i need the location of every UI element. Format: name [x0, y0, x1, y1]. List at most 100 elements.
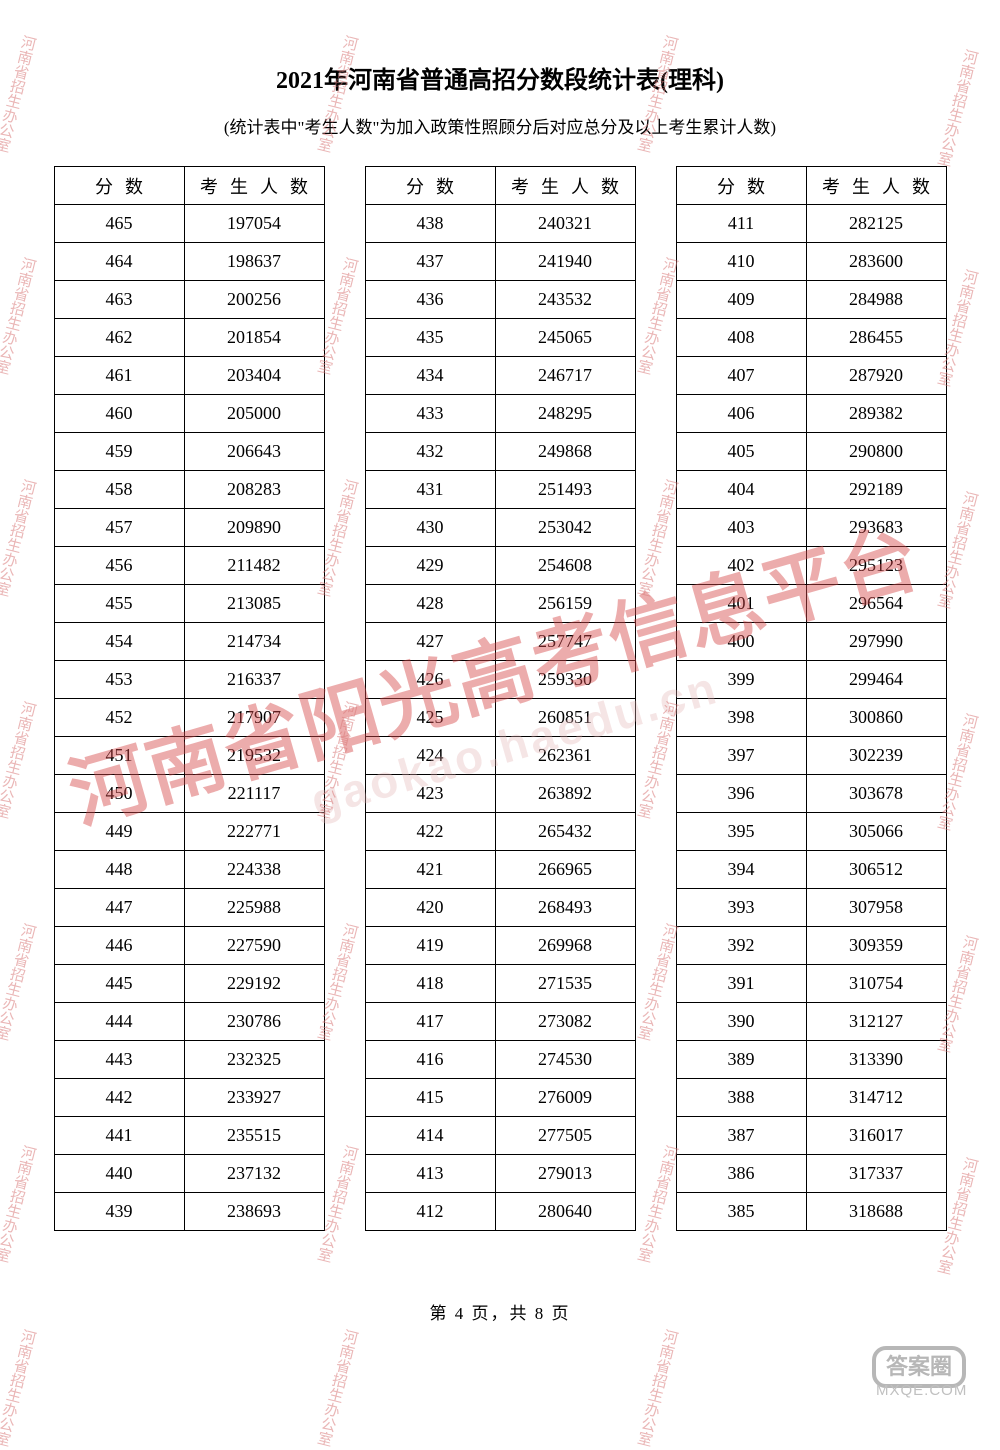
- cell-count: 213085: [184, 585, 324, 623]
- cell-score: 460: [54, 395, 184, 433]
- cell-score: 394: [676, 851, 806, 889]
- table-row: 459206643: [54, 433, 324, 471]
- cell-score: 386: [676, 1155, 806, 1193]
- table-row: 439238693: [54, 1193, 324, 1231]
- table-row: 407287920: [676, 357, 946, 395]
- table-row: 432249868: [365, 433, 635, 471]
- table-row: 434246717: [365, 357, 635, 395]
- cell-score: 442: [54, 1079, 184, 1117]
- cell-count: 265432: [495, 813, 635, 851]
- table-row: 442233927: [54, 1079, 324, 1117]
- cell-count: 306512: [806, 851, 946, 889]
- page-subtitle: (统计表中"考生人数"为加入政策性照顾分后对应总分及以上考生累计人数): [0, 113, 1000, 138]
- cell-count: 260851: [495, 699, 635, 737]
- table-row: 449222771: [54, 813, 324, 851]
- page-footer: 第 4 页，共 8 页: [0, 1299, 1000, 1324]
- cell-count: 253042: [495, 509, 635, 547]
- table-row: 445229192: [54, 965, 324, 1003]
- cell-count: 235515: [184, 1117, 324, 1155]
- cell-score: 419: [365, 927, 495, 965]
- cell-score: 428: [365, 585, 495, 623]
- cell-count: 313390: [806, 1041, 946, 1079]
- table-row: 465197054: [54, 205, 324, 243]
- cell-count: 205000: [184, 395, 324, 433]
- cell-score: 434: [365, 357, 495, 395]
- cell-score: 450: [54, 775, 184, 813]
- cell-score: 401: [676, 585, 806, 623]
- cell-count: 206643: [184, 433, 324, 471]
- cell-score: 427: [365, 623, 495, 661]
- cell-score: 393: [676, 889, 806, 927]
- table-row: 392309359: [676, 927, 946, 965]
- table-row: 463200256: [54, 281, 324, 319]
- cell-count: 274530: [495, 1041, 635, 1079]
- table-row: 398300860: [676, 699, 946, 737]
- cell-count: 303678: [806, 775, 946, 813]
- table-row: 399299464: [676, 661, 946, 699]
- cell-score: 459: [54, 433, 184, 471]
- cell-score: 406: [676, 395, 806, 433]
- table-row: 402295123: [676, 547, 946, 585]
- table-row: 424262361: [365, 737, 635, 775]
- cell-count: 263892: [495, 775, 635, 813]
- cell-score: 439: [54, 1193, 184, 1231]
- table-row: 395305066: [676, 813, 946, 851]
- cell-count: 197054: [184, 205, 324, 243]
- cell-score: 404: [676, 471, 806, 509]
- cell-score: 410: [676, 243, 806, 281]
- table-row: 423263892: [365, 775, 635, 813]
- cell-count: 271535: [495, 965, 635, 1003]
- cell-score: 385: [676, 1193, 806, 1231]
- table-row: 404292189: [676, 471, 946, 509]
- table-row: 401296564: [676, 585, 946, 623]
- cell-count: 257747: [495, 623, 635, 661]
- watermark-small: 河南省招生办公室: [0, 1330, 37, 1450]
- cell-count: 246717: [495, 357, 635, 395]
- table-row: 386317337: [676, 1155, 946, 1193]
- cell-count: 219532: [184, 737, 324, 775]
- table-row: 397302239: [676, 737, 946, 775]
- cell-count: 217907: [184, 699, 324, 737]
- cell-count: 284988: [806, 281, 946, 319]
- cell-score: 407: [676, 357, 806, 395]
- table-row: 450221117: [54, 775, 324, 813]
- table-row: 437241940: [365, 243, 635, 281]
- cell-count: 279013: [495, 1155, 635, 1193]
- source-badge: 答案圈 MXQE.COM: [872, 1346, 982, 1396]
- table-row: 443232325: [54, 1041, 324, 1079]
- cell-count: 240321: [495, 205, 635, 243]
- table-row: 393307958: [676, 889, 946, 927]
- cell-score: 391: [676, 965, 806, 1003]
- cell-score: 422: [365, 813, 495, 851]
- table-row: 417273082: [365, 1003, 635, 1041]
- cell-count: 232325: [184, 1041, 324, 1079]
- cell-score: 417: [365, 1003, 495, 1041]
- cell-score: 454: [54, 623, 184, 661]
- cell-count: 221117: [184, 775, 324, 813]
- cell-count: 296564: [806, 585, 946, 623]
- cell-count: 268493: [495, 889, 635, 927]
- cell-score: 463: [54, 281, 184, 319]
- cell-score: 443: [54, 1041, 184, 1079]
- cell-count: 316017: [806, 1117, 946, 1155]
- cell-count: 248295: [495, 395, 635, 433]
- cell-score: 462: [54, 319, 184, 357]
- cell-score: 441: [54, 1117, 184, 1155]
- cell-score: 398: [676, 699, 806, 737]
- table-row: 421266965: [365, 851, 635, 889]
- cell-score: 464: [54, 243, 184, 281]
- cell-score: 458: [54, 471, 184, 509]
- cell-score: 395: [676, 813, 806, 851]
- cell-score: 461: [54, 357, 184, 395]
- table-row: 406289382: [676, 395, 946, 433]
- table-row: 460205000: [54, 395, 324, 433]
- cell-count: 224338: [184, 851, 324, 889]
- cell-score: 414: [365, 1117, 495, 1155]
- cell-count: 262361: [495, 737, 635, 775]
- cell-count: 222771: [184, 813, 324, 851]
- table-row: 387316017: [676, 1117, 946, 1155]
- cell-score: 420: [365, 889, 495, 927]
- cell-count: 251493: [495, 471, 635, 509]
- table-row: 422265432: [365, 813, 635, 851]
- table-row: 441235515: [54, 1117, 324, 1155]
